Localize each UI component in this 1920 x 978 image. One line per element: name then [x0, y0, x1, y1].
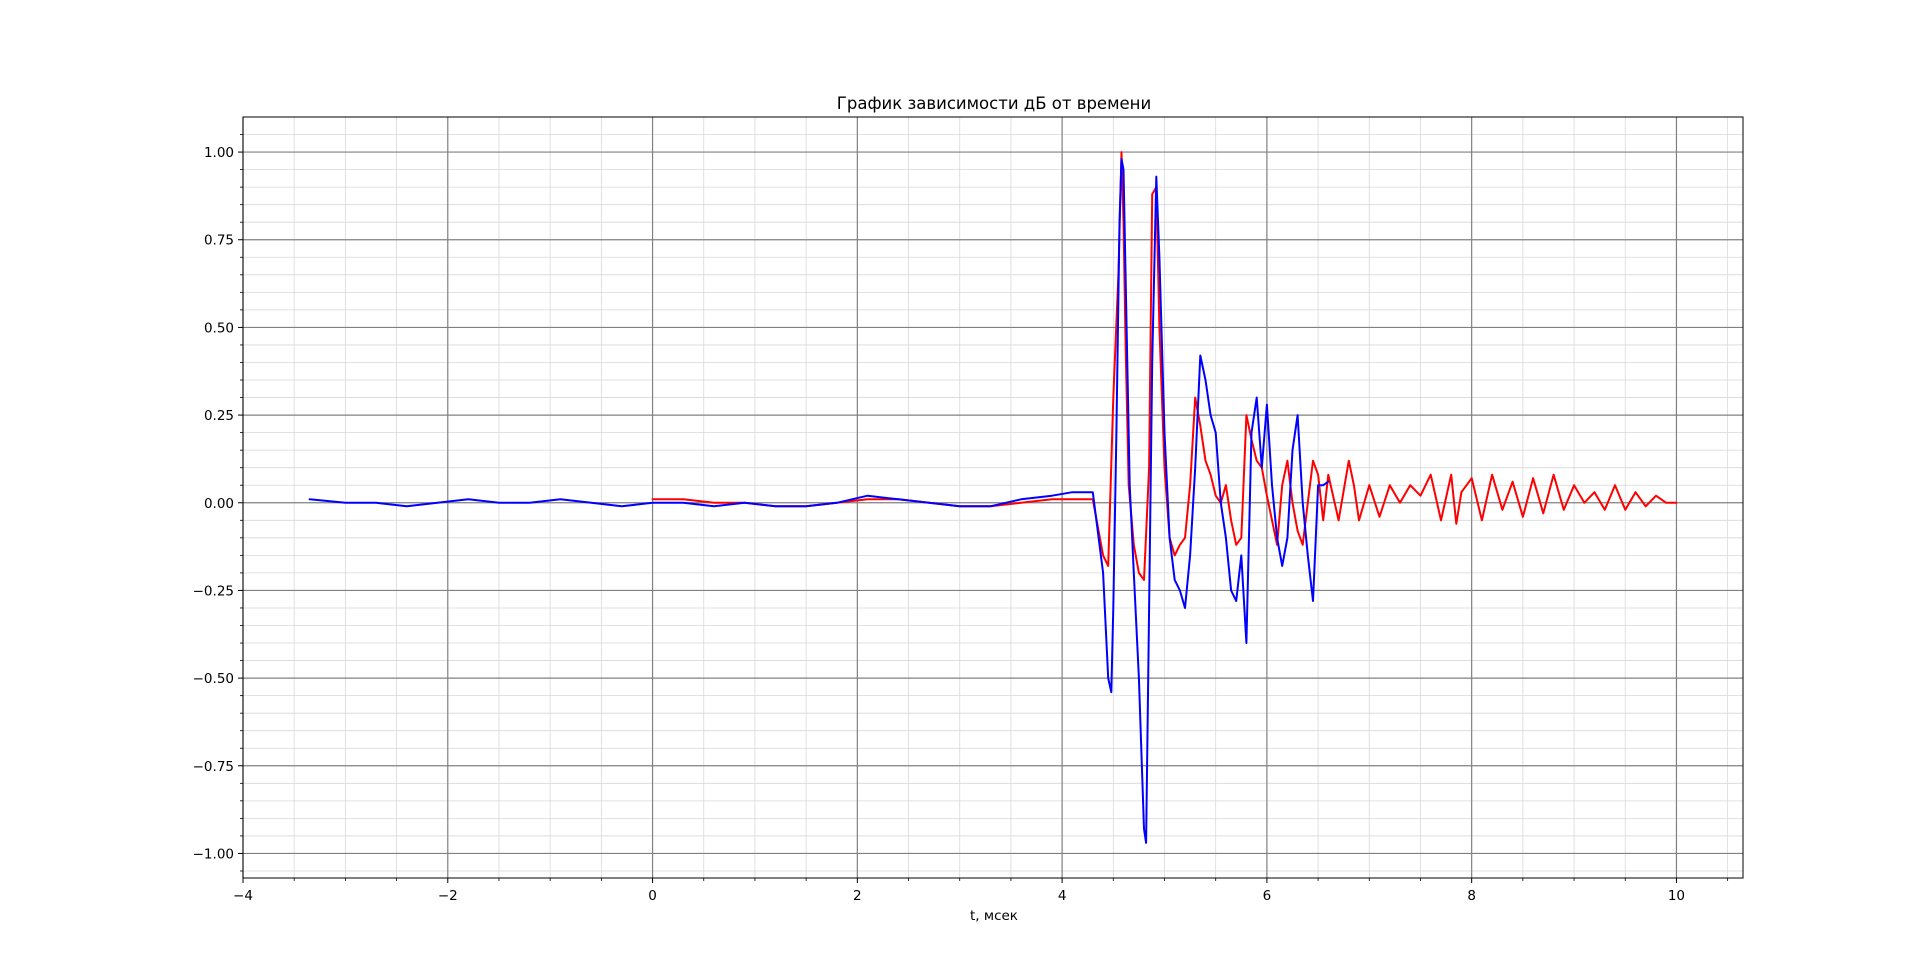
x-tick-label: 6 [1263, 888, 1272, 904]
x-tick-label: −2 [438, 888, 458, 904]
x-tick-label: 10 [1668, 888, 1685, 904]
x-axis-label: t, мсек [970, 908, 1018, 924]
plot-area [243, 117, 1743, 878]
x-tick-label: 8 [1467, 888, 1476, 904]
chart-title: График зависимости дБ от времени [837, 94, 1151, 113]
x-tick-label: 4 [1058, 888, 1067, 904]
y-tick-label: 0.00 [204, 496, 234, 512]
x-tick-label: −4 [233, 888, 253, 904]
y-tick-label: −0.25 [193, 583, 234, 599]
y-tick-label: −0.75 [193, 759, 234, 775]
y-tick-label: −1.00 [193, 846, 234, 862]
y-tick-label: 0.50 [204, 320, 234, 336]
y-tick-label: 0.75 [204, 233, 234, 249]
y-tick-label: −0.50 [193, 671, 234, 687]
x-tick-label: 0 [648, 888, 657, 904]
y-tick-label: 0.25 [204, 408, 234, 424]
x-tick-label: 2 [853, 888, 862, 904]
y-tick-label: 1.00 [204, 145, 234, 161]
